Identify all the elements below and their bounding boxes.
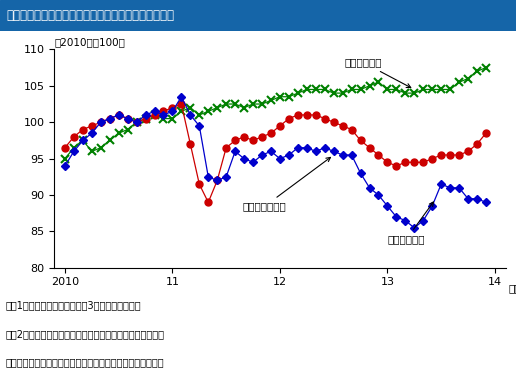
Text: （注2）輸出数量指数、輸入数量指数の季節調整は内閣府。: （注2）輸出数量指数、輸入数量指数の季節調整は内閣府。	[5, 329, 164, 339]
Text: （注1）各指数は季節調整値の3ヶ月移動平均値。: （注1）各指数は季節調整値の3ヶ月移動平均値。	[5, 300, 141, 310]
Text: 輸入数量指数: 輸入数量指数	[344, 57, 411, 87]
Text: （2010年＝100）: （2010年＝100）	[54, 38, 125, 48]
Text: 鉱工業生産指数: 鉱工業生産指数	[243, 157, 330, 212]
Text: 輸出数量指数: 輸出数量指数	[388, 202, 433, 244]
Text: （年）: （年）	[508, 283, 516, 293]
Text: （出所）経済産業省、財務省、内閣府統計より大和総研作成: （出所）経済産業省、財務省、内閣府統計より大和総研作成	[5, 357, 164, 367]
Text: 輸出数量指数、鉱工業生産指数、輸入数量指数の推移: 輸出数量指数、鉱工業生産指数、輸入数量指数の推移	[6, 9, 174, 22]
